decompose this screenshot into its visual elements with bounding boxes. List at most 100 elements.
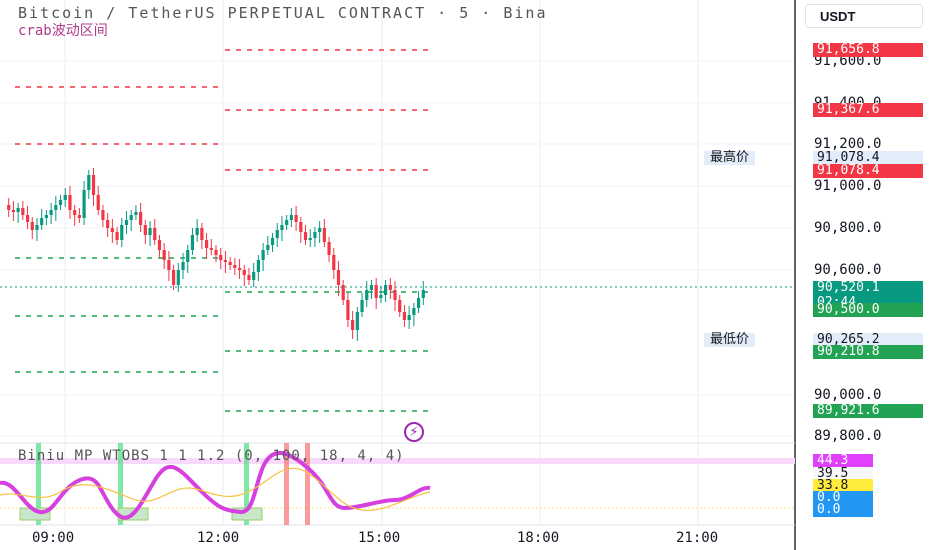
candle-body <box>87 175 91 190</box>
candle-body <box>351 320 355 330</box>
candle-body <box>157 240 162 250</box>
candle-body <box>285 220 289 225</box>
candle-body <box>124 220 129 225</box>
candle-body <box>190 235 195 250</box>
oscillator-title: Biniu MP WTOBS 1 1 1.2 (0, 100, 18, 4, 4… <box>18 448 405 464</box>
candle-body <box>25 215 30 222</box>
candle-body <box>233 265 237 268</box>
wavetrend-line <box>0 451 431 520</box>
candle-body <box>186 250 190 262</box>
price-axis-tick: 90,800.0 <box>814 220 882 236</box>
low-price-label: 最低价 <box>704 333 756 347</box>
candle-body <box>120 225 124 240</box>
candle-body <box>63 195 67 200</box>
candle-body <box>402 312 407 320</box>
candle-body <box>360 300 364 312</box>
candle-body <box>129 215 133 220</box>
candle-body <box>77 215 81 218</box>
candle-body <box>35 225 39 230</box>
candle-body <box>388 285 392 290</box>
candle-body <box>393 290 397 300</box>
candle-body <box>369 285 374 290</box>
candle-body <box>294 215 298 222</box>
candle-body <box>110 228 114 232</box>
candle-body <box>30 222 34 230</box>
candle-body <box>172 270 176 285</box>
candle-body <box>270 238 275 245</box>
candle-body <box>327 242 331 255</box>
candle-body <box>228 262 232 265</box>
candle-body <box>101 210 105 220</box>
osc-value-tag: 0.0 <box>813 491 873 505</box>
candle-body <box>91 175 96 195</box>
candle-body <box>313 232 317 238</box>
indicator-name: crab波动区间 <box>18 23 108 39</box>
candle-body <box>384 285 388 295</box>
time-axis-label: 12:00 <box>197 530 240 546</box>
candle-body <box>162 250 166 260</box>
candle-body <box>134 212 138 215</box>
candle-body <box>280 225 284 230</box>
candle-body <box>336 270 341 285</box>
currency-selector[interactable]: USDT <box>805 4 923 28</box>
candle-body <box>303 232 308 240</box>
level-price-tag: 90,500.0 <box>813 303 923 317</box>
chart-title: Bitcoin / TetherUS PERPETUAL CONTRACT · … <box>18 4 548 22</box>
price-axis-tick: 91,000.0 <box>814 178 882 194</box>
osc-value-tag: 44.3 <box>813 454 873 468</box>
candle-body <box>407 315 411 320</box>
candle-body <box>11 210 16 212</box>
candle-body <box>256 260 260 272</box>
buy-signal-bar <box>36 443 41 525</box>
candle-body <box>167 260 171 270</box>
osc-value-tag: 39.5 <box>813 467 873 481</box>
osc-value-tag: 33.8 <box>813 479 873 493</box>
candle-body <box>68 195 72 210</box>
candle-body <box>204 240 209 248</box>
time-axis-label: 15:00 <box>358 530 401 546</box>
high-price-value: 91,078.4 <box>813 151 923 165</box>
level-price-tag: 91,078.4 <box>813 164 923 178</box>
candle-body <box>16 208 20 212</box>
osc-value-tag: 0.0 <box>813 503 873 517</box>
price-axis-tick: 90,000.0 <box>814 387 882 403</box>
low-price-value: 90,265.2 <box>813 333 923 347</box>
candle-body <box>275 230 279 238</box>
time-axis-label: 09:00 <box>32 530 75 546</box>
candle-body <box>412 308 416 315</box>
price-axis-tick: 91,200.0 <box>814 136 882 152</box>
candle-body <box>96 195 100 210</box>
time-axis-label: 18:00 <box>517 530 560 546</box>
candle-body <box>181 262 185 270</box>
level-price-tag: 89,921.6 <box>813 404 923 418</box>
candle-body <box>115 232 119 240</box>
candle-body <box>106 220 110 228</box>
candle-body <box>195 228 199 235</box>
candle-body <box>242 270 246 275</box>
price-axis-tick: 89,800.0 <box>814 428 882 444</box>
price-axis-tick: 91,600.0 <box>814 53 882 69</box>
candle-body <box>308 238 312 240</box>
price-axis-tick: 90,600.0 <box>814 262 882 278</box>
candle-body <box>223 260 228 262</box>
high-price-label: 最高价 <box>704 151 756 165</box>
candle-body <box>398 300 402 312</box>
buy-signal-bar <box>118 443 123 525</box>
candle-body <box>73 210 77 215</box>
candle-body <box>261 250 265 260</box>
candle-body <box>44 215 48 218</box>
time-axis-label: 21:00 <box>676 530 719 546</box>
lightning-icon[interactable]: ⚡ <box>404 422 424 442</box>
level-price-tag: 91,656.8 <box>813 43 923 57</box>
candle-body <box>346 300 350 320</box>
candle-body <box>148 228 152 235</box>
candle-body <box>289 215 293 220</box>
candle-body <box>139 212 143 225</box>
current-price-tag: 90,520.1 <box>813 281 923 296</box>
candle-body <box>355 312 359 330</box>
candle-body <box>21 208 25 215</box>
candle-body <box>209 248 213 250</box>
candle-body <box>219 255 223 260</box>
candle-body <box>318 228 322 232</box>
